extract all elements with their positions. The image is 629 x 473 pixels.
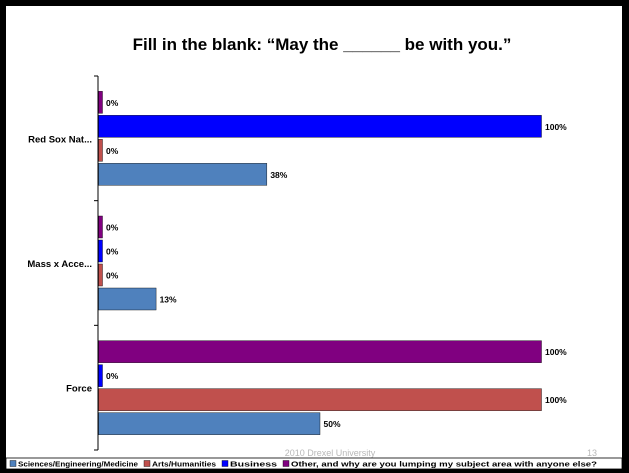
bar	[98, 263, 103, 287]
data-label: 0%	[106, 371, 119, 381]
bar	[98, 412, 321, 435]
bar	[98, 388, 542, 411]
legend-label: Arts/Humanities	[152, 462, 216, 469]
data-label: 0%	[106, 98, 119, 108]
bar	[98, 340, 542, 363]
legend-swatch	[143, 460, 151, 467]
plot-area: Red Sox Nat... 0% 100% 0% 38% Mass x Acce... 0…	[27, 75, 567, 451]
bar	[98, 139, 103, 162]
legend-box	[5, 457, 623, 470]
data-label: 100%	[545, 395, 567, 405]
chart-title: Fill in the blank: “May the ______ be wi…	[133, 35, 512, 54]
footer-credit: 2010 Drexel University	[285, 448, 376, 458]
bar	[98, 115, 542, 138]
data-label: 0%	[106, 247, 119, 257]
legend-swatch	[282, 460, 290, 467]
data-label: 38%	[270, 170, 287, 180]
bar	[98, 215, 103, 239]
data-label: 0%	[106, 271, 119, 281]
bar	[98, 364, 103, 387]
category-label: Force	[66, 384, 92, 395]
data-label: 100%	[545, 347, 567, 357]
legend-label: Other, and why are you lumping my subjec…	[291, 462, 597, 469]
data-label: 13%	[160, 295, 177, 305]
data-label: 0%	[106, 223, 119, 233]
bar	[98, 287, 157, 311]
bar	[98, 239, 103, 263]
category-label: Mass x Acce...	[27, 259, 92, 270]
legend-label: Sciences/Engineering/Medicine	[18, 462, 138, 469]
data-label: 50%	[324, 419, 341, 429]
footer-page-number: 13	[587, 448, 597, 458]
bar	[98, 163, 268, 186]
chart-legend: Sciences/Engineering/Medicine Arts/Humani…	[5, 457, 623, 470]
data-label: 0%	[106, 146, 119, 156]
category-label: Red Sox Nat...	[28, 134, 92, 145]
legend-swatch	[221, 460, 229, 467]
legend-swatch	[9, 460, 17, 467]
legend-label: Business	[230, 462, 277, 469]
bar	[98, 91, 103, 114]
data-label: 100%	[545, 122, 567, 132]
